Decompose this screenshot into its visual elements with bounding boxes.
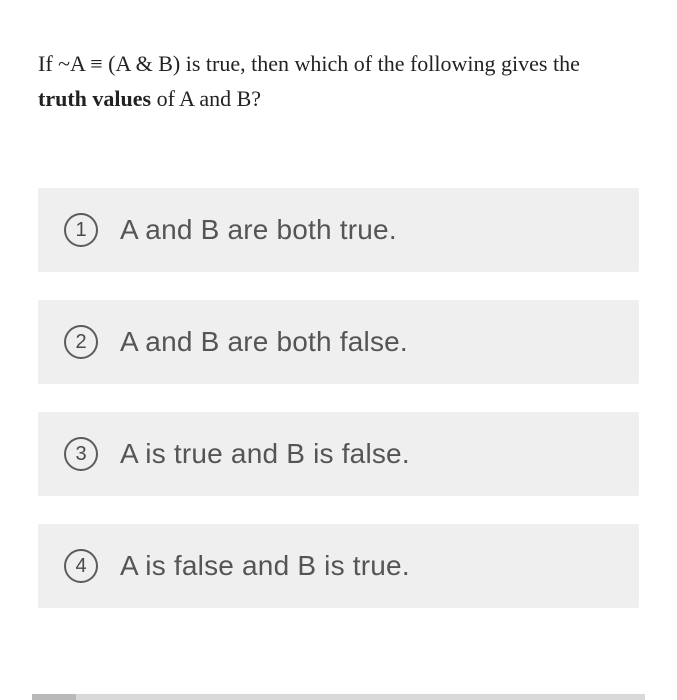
- question-bold-phrase: truth values: [38, 86, 151, 111]
- option-number: 1: [75, 219, 86, 242]
- question-line1: If ~A ≡ (A & B) is true, then which of t…: [38, 51, 580, 76]
- question-container: If ~A ≡ (A & B) is true, then which of t…: [0, 0, 677, 608]
- scrollbar-track[interactable]: [32, 694, 645, 700]
- option-number-badge: 4: [64, 549, 98, 583]
- question-text: If ~A ≡ (A & B) is true, then which of t…: [38, 46, 639, 116]
- option-4[interactable]: 4 A is false and B is true.: [38, 524, 639, 608]
- option-number: 3: [75, 443, 86, 466]
- option-text: A and B are both false.: [120, 326, 408, 358]
- option-number-badge: 2: [64, 325, 98, 359]
- option-3[interactable]: 3 A is true and B is false.: [38, 412, 639, 496]
- question-line2-rest: of A and B?: [151, 86, 261, 111]
- option-2[interactable]: 2 A and B are both false.: [38, 300, 639, 384]
- scrollbar-thumb[interactable]: [32, 694, 76, 700]
- option-number: 2: [75, 331, 86, 354]
- option-number-badge: 1: [64, 213, 98, 247]
- option-text: A is true and B is false.: [120, 438, 410, 470]
- option-1[interactable]: 1 A and B are both true.: [38, 188, 639, 272]
- option-text: A and B are both true.: [120, 214, 397, 246]
- option-number: 4: [75, 555, 86, 578]
- option-number-badge: 3: [64, 437, 98, 471]
- options-list: 1 A and B are both true. 2 A and B are b…: [38, 188, 639, 608]
- option-text: A is false and B is true.: [120, 550, 410, 582]
